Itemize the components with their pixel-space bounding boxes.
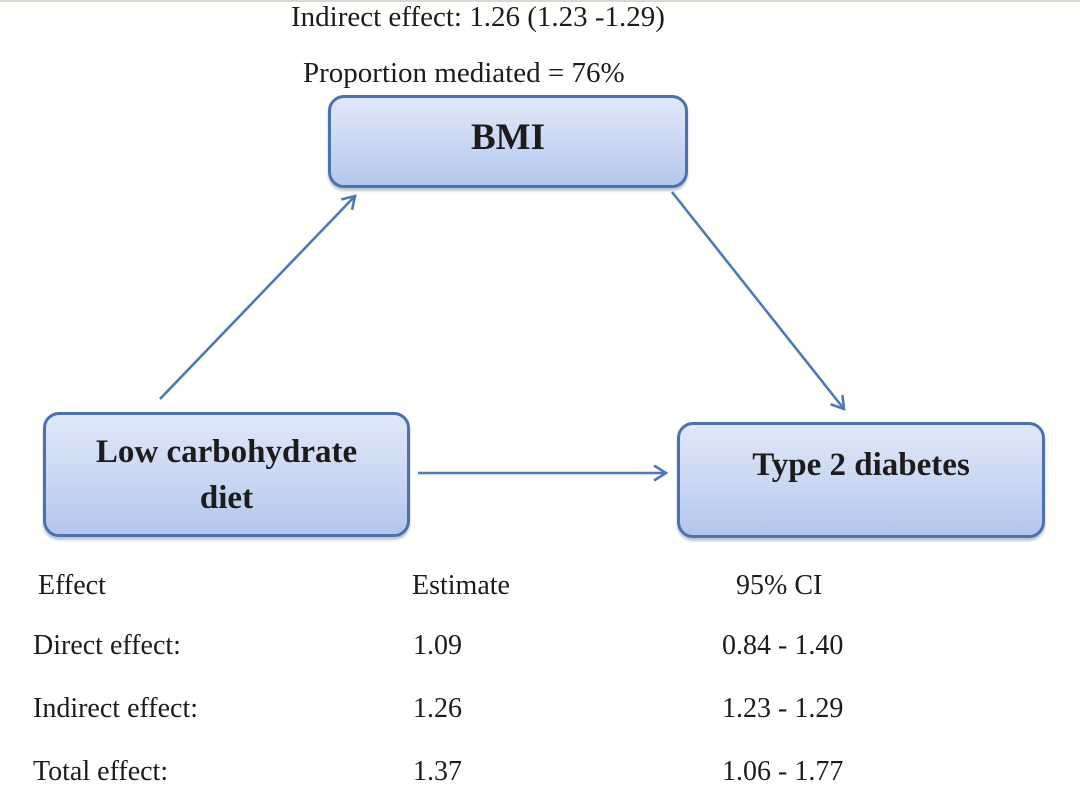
header-ci: 95% CI xyxy=(736,570,823,601)
node-outcome-label: Type 2 diabetes xyxy=(752,447,970,483)
table-row-total-effect: Total effect: 1.37 1.06 - 1.77 xyxy=(0,756,1080,792)
cell-estimate: 1.37 xyxy=(413,756,462,787)
node-low-carbohydrate-diet: Low carbohydrate diet xyxy=(43,412,410,537)
indirect-effect-annotation: Indirect effect: 1.26 (1.23 -1.29) xyxy=(291,1,665,33)
arrow-exposure-to-mediator xyxy=(159,194,357,400)
page-top-border xyxy=(0,0,1080,2)
arrow-mediator-to-outcome xyxy=(670,191,846,411)
node-bmi-label: BMI xyxy=(471,117,545,158)
node-bmi: BMI xyxy=(328,95,688,188)
cell-effect: Total effect: xyxy=(33,756,169,787)
proportion-mediated-annotation: Proportion mediated = 76% xyxy=(303,57,625,89)
cell-effect: Direct effect: xyxy=(33,630,181,661)
cell-ci: 1.23 - 1.29 xyxy=(722,693,844,724)
node-exposure-label: Low carbohydrate diet xyxy=(95,433,358,516)
effects-table-header: Effect Estimate 95% CI xyxy=(0,570,1080,606)
cell-estimate: 1.26 xyxy=(413,693,462,724)
header-effect: Effect xyxy=(38,570,106,601)
cell-ci: 0.84 - 1.40 xyxy=(722,630,844,661)
table-row-indirect-effect: Indirect effect: 1.26 1.23 - 1.29 xyxy=(0,693,1080,729)
header-estimate: Estimate xyxy=(412,570,510,601)
cell-estimate: 1.09 xyxy=(413,630,462,661)
cell-ci: 1.06 - 1.77 xyxy=(722,756,844,787)
table-row-direct-effect: Direct effect: 1.09 0.84 - 1.40 xyxy=(0,630,1080,666)
node-type-2-diabetes: Type 2 diabetes xyxy=(677,422,1045,538)
cell-effect: Indirect effect: xyxy=(33,693,199,724)
